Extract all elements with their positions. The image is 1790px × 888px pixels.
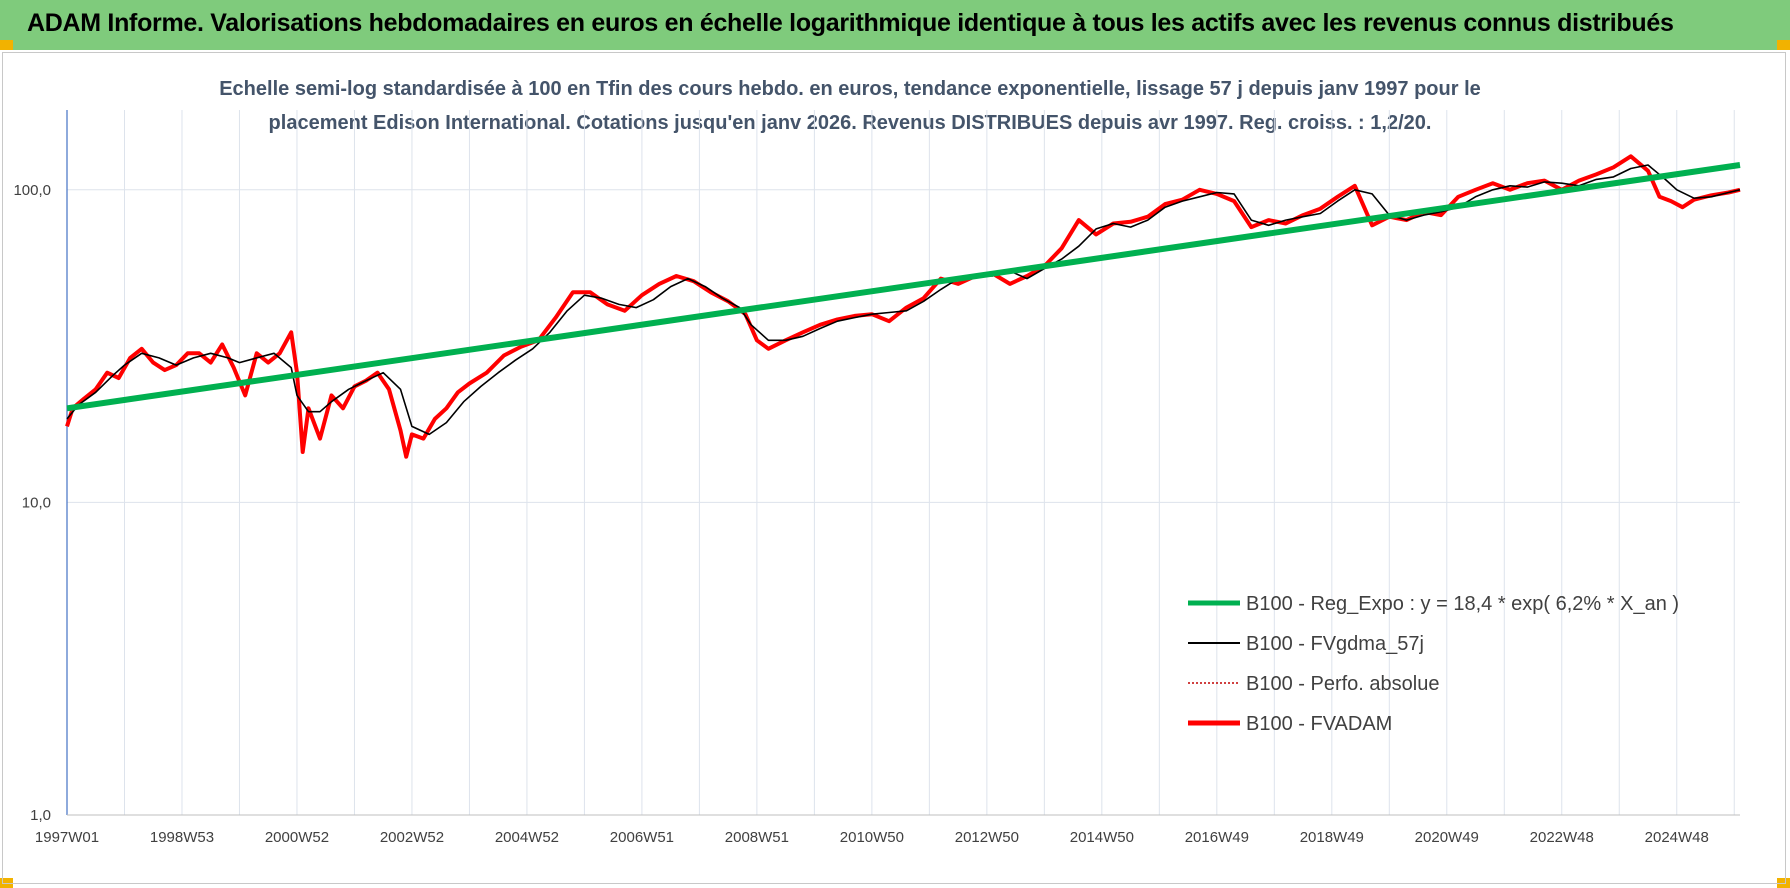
legend-label: B100 - FVgdma_57j (1246, 633, 1424, 655)
x-tick-label: 2002W52 (380, 829, 444, 846)
y-tick-label: 1,0 (30, 807, 51, 824)
x-tick-label: 2006W51 (610, 829, 674, 846)
corner-marker-top-left (0, 40, 13, 50)
x-tick-label: 2016W49 (1185, 829, 1249, 846)
x-tick-label: 2020W49 (1415, 829, 1479, 846)
x-tick-label: 2000W52 (265, 829, 329, 846)
legend-label: B100 - Perfo. absolue (1246, 673, 1439, 695)
x-tick-label: 2004W52 (495, 829, 559, 846)
y-tick-label: 100,0 (13, 182, 51, 199)
legend-label: B100 - FVADAM (1246, 713, 1392, 735)
x-tick-label: 2014W50 (1070, 829, 1134, 846)
x-tick-label: 2008W51 (725, 829, 789, 846)
x-tick-label: 1997W01 (35, 829, 99, 846)
corner-marker-top-right (1777, 40, 1790, 50)
page-title: ADAM Informe. Valorisations hebdomadaire… (27, 9, 1674, 37)
x-tick-label: 2024W48 (1645, 829, 1709, 846)
x-tick-label: 2010W50 (840, 829, 904, 846)
series-line-regression (66, 162, 1741, 412)
x-tick-label: 2022W48 (1530, 829, 1594, 846)
chart-subtitle: Echelle semi-log standardisée à 100 en T… (200, 72, 1500, 140)
x-tick-label: 2018W49 (1300, 829, 1364, 846)
chart-subtitle-line-1: Echelle semi-log standardisée à 100 en T… (219, 78, 1481, 100)
x-tick-label: 1998W53 (150, 829, 214, 846)
chart-subtitle-line-2: placement Edison International. Cotation… (268, 112, 1432, 134)
header-bar: ADAM Informe. Valorisations hebdomadaire… (0, 0, 1790, 50)
series-line-fvgdma (66, 164, 1741, 436)
x-tick-label: 2012W50 (955, 829, 1019, 846)
chart-frame (2, 52, 1786, 884)
y-tick-label: 10,0 (22, 494, 51, 511)
legend-label: B100 - Reg_Expo : y = 18,4 * exp( 6,2% *… (1246, 593, 1679, 615)
